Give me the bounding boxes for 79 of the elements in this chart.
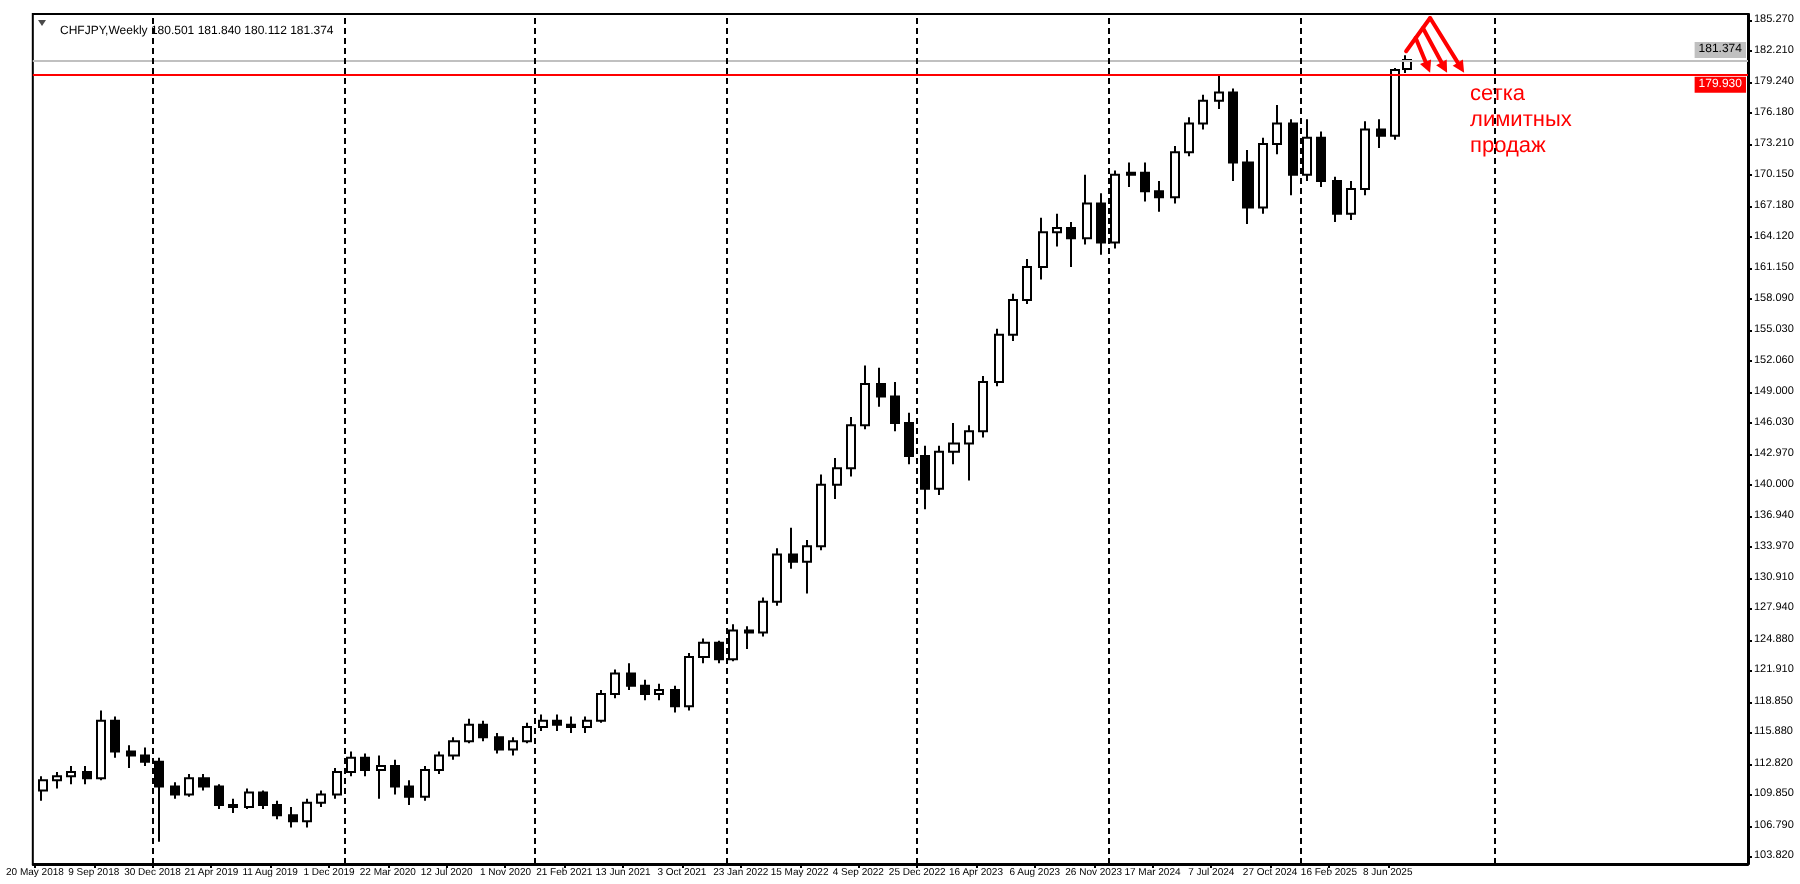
candlestick: [420, 764, 430, 802]
candlestick: [390, 758, 400, 796]
candlestick: [1258, 136, 1268, 215]
annotation: сетка лимитных продаж: [1470, 81, 1573, 158]
candlestick: [1082, 173, 1092, 246]
candlestick: [288, 805, 298, 829]
candlestick: [772, 547, 782, 607]
candlestick: [552, 713, 562, 732]
candlestick: [684, 651, 694, 712]
candlestick: [1228, 87, 1238, 182]
candlestick: [890, 381, 900, 433]
candlestick: [1038, 216, 1048, 281]
candlestick: [698, 637, 710, 665]
candlestick: [82, 764, 92, 786]
candlestick: [654, 682, 664, 702]
candlestick: [978, 374, 988, 439]
candlestick: [228, 797, 238, 815]
candlestick: [670, 684, 680, 714]
candlestick: [360, 752, 370, 778]
candlestick: [272, 799, 282, 821]
candlestick: [66, 764, 76, 786]
candlestick: [1184, 116, 1194, 158]
candlestick: [846, 415, 856, 478]
candlestick: [744, 625, 754, 650]
candlestick: [494, 732, 504, 755]
candlestick: [38, 775, 48, 802]
candlestick: [1052, 212, 1062, 248]
candlestick: [110, 715, 120, 759]
candlestick: [508, 736, 518, 757]
candlestick: [170, 781, 180, 800]
candlestick: [184, 773, 194, 798]
candlestick: [448, 736, 460, 761]
candlestick: [52, 771, 62, 790]
candlestick: [1346, 179, 1356, 221]
candlestick: [758, 596, 768, 638]
candlestick: [1198, 93, 1208, 131]
candlestick: [1214, 73, 1224, 111]
candlestick: [316, 789, 326, 808]
candlestick: [994, 327, 1004, 388]
candlestick: [802, 539, 812, 595]
candlestick: [302, 797, 312, 829]
candlestick: [464, 717, 474, 745]
candlestick: [1360, 120, 1370, 197]
candlestick: [376, 754, 386, 800]
candlestick: [832, 456, 842, 501]
candlestick: [258, 789, 268, 810]
candlestick: [1126, 161, 1136, 189]
candlestick: [860, 364, 870, 431]
candlestick: [582, 715, 592, 735]
candlestick: [934, 444, 944, 496]
candlestick: [640, 678, 650, 702]
candlestick: [1332, 175, 1342, 223]
candlestick: [1170, 144, 1180, 205]
candlestick: [1242, 149, 1254, 225]
candlestick: [198, 773, 210, 792]
candlestick: [1376, 118, 1386, 150]
candlestick: [126, 744, 136, 769]
candlestick: [1066, 220, 1076, 269]
candlestick: [1022, 257, 1032, 306]
candlestick: [610, 668, 620, 700]
candlestick: [244, 787, 254, 810]
candlestick: [434, 750, 444, 776]
candlestick: [404, 779, 414, 806]
candlestick: [788, 526, 798, 570]
candlestick: [948, 422, 960, 466]
candlestick: [1008, 292, 1018, 342]
candlestick: [1140, 161, 1150, 203]
candlestick: [478, 719, 488, 743]
candlestick: [876, 366, 886, 408]
candlestick: [626, 662, 636, 691]
candlestick: [964, 424, 974, 482]
candlestick: [816, 473, 826, 552]
candlestick: [1154, 179, 1164, 213]
candlestick: [96, 709, 106, 782]
candlestick: [214, 783, 224, 810]
candlestick: [1316, 130, 1326, 189]
candlestick: [1272, 103, 1282, 156]
candlestick: [596, 688, 606, 724]
candlestick: [566, 715, 576, 735]
